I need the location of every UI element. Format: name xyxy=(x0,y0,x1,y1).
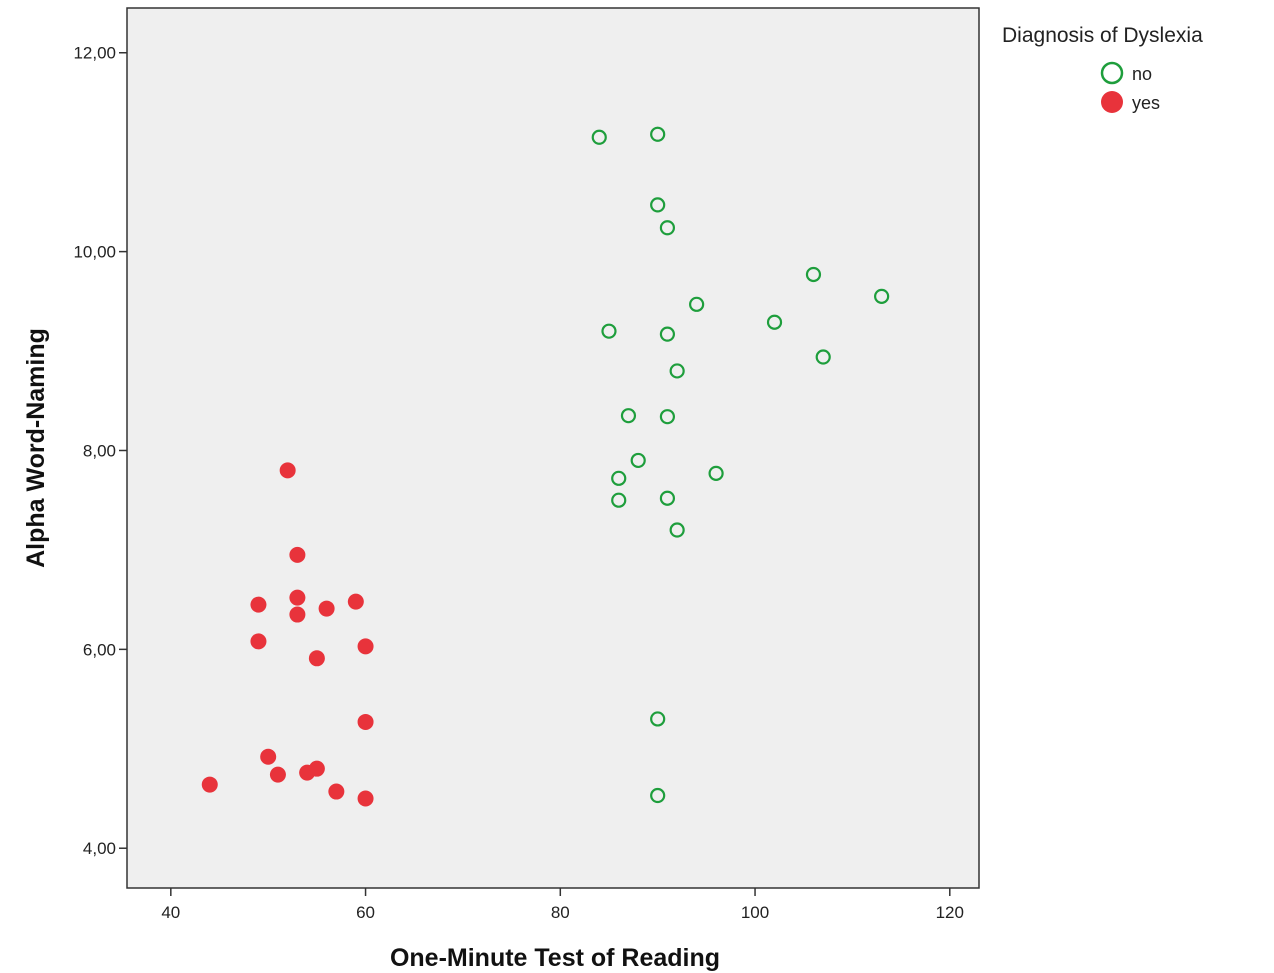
data-point-yes xyxy=(357,790,374,807)
plot-area xyxy=(126,7,980,889)
y-axis: 4,00 6,00 8,00 10,00 12,00 xyxy=(73,44,127,858)
data-point-no xyxy=(620,408,637,424)
data-point-no xyxy=(659,326,676,342)
data-point-no xyxy=(630,452,646,469)
data-point-no xyxy=(689,296,705,312)
data-point-yes xyxy=(260,748,277,765)
data-point-no xyxy=(815,349,831,365)
data-point-yes xyxy=(328,783,345,800)
data-point-yes xyxy=(318,600,335,617)
data-point-no xyxy=(611,470,627,486)
data-point-no xyxy=(805,266,822,283)
data-point-yes xyxy=(289,546,306,563)
data-point-no xyxy=(708,465,724,481)
data-point-yes xyxy=(201,776,218,793)
data-point-no xyxy=(650,197,666,213)
data-point-yes xyxy=(289,606,306,623)
data-point-no xyxy=(650,787,666,804)
data-point-yes xyxy=(250,596,267,613)
data-point-no xyxy=(659,220,676,236)
y-tick-label: 6,00 xyxy=(83,640,116,659)
data-point-yes xyxy=(357,713,374,730)
data-point-yes xyxy=(357,638,374,655)
legend-label-yes: yes xyxy=(1132,93,1160,113)
legend: Diagnosis of Dyslexia no yes xyxy=(1002,24,1203,113)
legend-marker-no xyxy=(1100,61,1124,85)
data-point-no xyxy=(874,288,890,304)
x-tick-label: 100 xyxy=(741,903,769,922)
data-point-yes xyxy=(289,589,306,606)
y-axis-title: Alpha Word-Naming xyxy=(22,328,50,568)
data-point-yes xyxy=(269,766,286,783)
data-point-no xyxy=(766,314,783,330)
y-tick-label: 8,00 xyxy=(83,441,116,460)
legend-marker-yes xyxy=(1101,91,1123,113)
x-axis: 40 60 80 100 120 xyxy=(161,888,964,922)
y-tick-label: 10,00 xyxy=(73,243,116,262)
data-point-no xyxy=(611,492,627,508)
y-tick-label: 4,00 xyxy=(83,839,116,858)
data-point-no xyxy=(650,126,666,142)
data-point-no xyxy=(591,129,607,145)
data-point-yes xyxy=(250,633,267,650)
legend-title: Diagnosis of Dyslexia xyxy=(1002,24,1203,47)
data-point-no xyxy=(669,522,685,538)
data-point-no xyxy=(659,490,676,506)
data-point-yes xyxy=(347,593,364,610)
x-tick-label: 80 xyxy=(551,903,570,922)
x-axis-title: One-Minute Test of Reading xyxy=(390,944,720,972)
data-point-yes xyxy=(279,462,296,479)
x-tick-label: 60 xyxy=(356,903,375,922)
series-no xyxy=(591,126,890,804)
data-point-no xyxy=(601,323,617,339)
y-tick-label: 12,00 xyxy=(73,44,116,63)
data-point-no xyxy=(669,363,685,379)
legend-label-no: no xyxy=(1132,64,1152,84)
data-point-no xyxy=(650,711,666,727)
data-point-no xyxy=(659,409,676,425)
x-tick-label: 120 xyxy=(936,903,964,922)
data-point-yes xyxy=(308,650,325,667)
x-tick-label: 40 xyxy=(161,903,180,922)
data-point-yes xyxy=(308,760,325,777)
series-yes xyxy=(201,462,374,807)
